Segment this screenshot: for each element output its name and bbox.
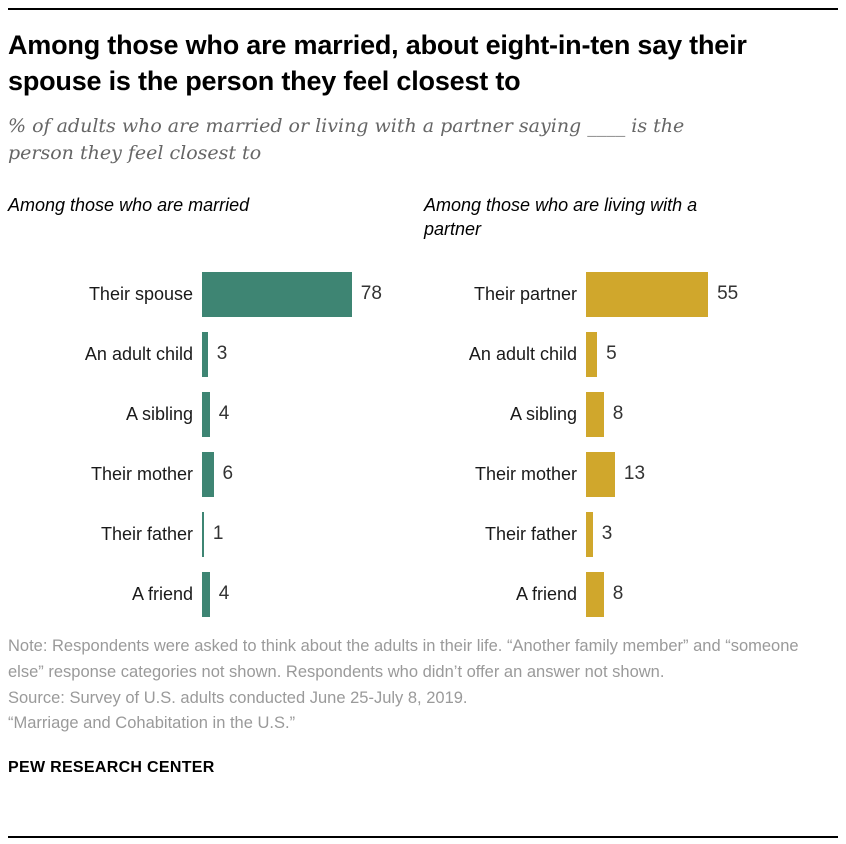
bottom-rule xyxy=(8,836,838,838)
bar-rows: Their spouse 78 An adult child 3 A sibling 4 T… xyxy=(8,264,410,624)
panel-title: Among those who are married xyxy=(8,195,250,216)
bar-track: 13 xyxy=(586,451,838,497)
note-text: Note: Respondents were asked to think ab… xyxy=(8,637,799,681)
value-label: 78 xyxy=(360,283,382,305)
value-label: 8 xyxy=(612,583,624,605)
bar xyxy=(202,571,210,617)
value-label: 55 xyxy=(717,283,739,305)
category-label: A friend xyxy=(131,583,193,604)
bar-track: 4 xyxy=(202,391,410,437)
bar-row: Their spouse 78 xyxy=(8,264,410,324)
category-label: A sibling xyxy=(125,403,193,424)
bar xyxy=(202,511,204,557)
value-label: 6 xyxy=(222,463,234,485)
bar-row: Their mother 6 xyxy=(8,444,410,504)
bar xyxy=(202,391,210,437)
bar xyxy=(586,571,604,617)
bar-row: A sibling 8 xyxy=(424,384,838,444)
source-text: Source: Survey of U.S. adults conducted … xyxy=(8,688,468,707)
bar-row: An adult child 5 xyxy=(424,324,838,384)
bar-row: A friend 8 xyxy=(424,564,838,624)
category-label: Their mother xyxy=(90,463,193,484)
chart-panel: Among those who are living with a partne… xyxy=(424,194,838,624)
category-label: Their father xyxy=(100,523,193,544)
category-label: An adult child xyxy=(468,343,577,364)
top-rule xyxy=(8,8,838,10)
value-label: 3 xyxy=(216,343,228,365)
bar-row: An adult child 3 xyxy=(8,324,410,384)
bar-track: 8 xyxy=(586,571,838,617)
bar-row: A friend 4 xyxy=(8,564,410,624)
bar xyxy=(202,271,352,317)
bar-track: 5 xyxy=(586,331,838,377)
charts-container: Among those who are married Their spouse… xyxy=(8,194,838,624)
report-title-text: “Marriage and Cohabitation in the U.S.” xyxy=(8,714,296,733)
category-label: Their partner xyxy=(473,283,577,304)
bar-track: 55 xyxy=(586,271,838,317)
value-label: 5 xyxy=(606,343,617,365)
bar xyxy=(586,451,615,497)
value-label: 4 xyxy=(218,583,230,605)
value-label: 3 xyxy=(601,523,613,545)
category-label: Their father xyxy=(484,523,577,544)
bar-row: Their father 1 xyxy=(8,504,410,564)
category-label: An adult child xyxy=(84,343,193,364)
bar-row: Their mother 13 xyxy=(424,444,838,504)
value-label: 1 xyxy=(212,523,224,545)
bar xyxy=(586,511,593,557)
bar xyxy=(586,271,709,317)
category-label: A friend xyxy=(515,583,577,604)
bar-rows: Their partner 55 An adult child 5 A sibling 8… xyxy=(424,264,838,624)
bar xyxy=(586,331,598,377)
bar-row: Their partner 55 xyxy=(424,264,838,324)
category-label: A sibling xyxy=(509,403,577,424)
value-label: 13 xyxy=(623,463,646,485)
chart-panel: Among those who are married Their spouse… xyxy=(8,194,410,624)
bar-track: 3 xyxy=(202,331,410,377)
bar-track: 1 xyxy=(202,511,410,557)
category-label: Their mother xyxy=(474,463,577,484)
footnotes: Note: Respondents were asked to think ab… xyxy=(8,634,838,736)
bar-row: Their father 3 xyxy=(424,504,838,564)
bar xyxy=(202,451,214,497)
bar xyxy=(586,391,604,437)
bar-track: 6 xyxy=(202,451,410,497)
bar-track: 4 xyxy=(202,571,410,617)
bar-track: 8 xyxy=(586,391,838,437)
bar xyxy=(202,331,208,377)
brand-label: PEW RESEARCH CENTER xyxy=(8,758,215,776)
bar-row: A sibling 4 xyxy=(8,384,410,444)
value-label: 8 xyxy=(612,403,624,425)
value-label: 4 xyxy=(218,403,230,425)
page-title: Among those who are married, about eight… xyxy=(8,30,747,96)
page-subtitle: % of adults who are married or living wi… xyxy=(8,115,685,164)
bar-track: 3 xyxy=(586,511,838,557)
bar-track: 78 xyxy=(202,271,410,317)
panel-title: Among those who are living with a partne… xyxy=(424,195,698,240)
category-label: Their spouse xyxy=(88,283,193,304)
